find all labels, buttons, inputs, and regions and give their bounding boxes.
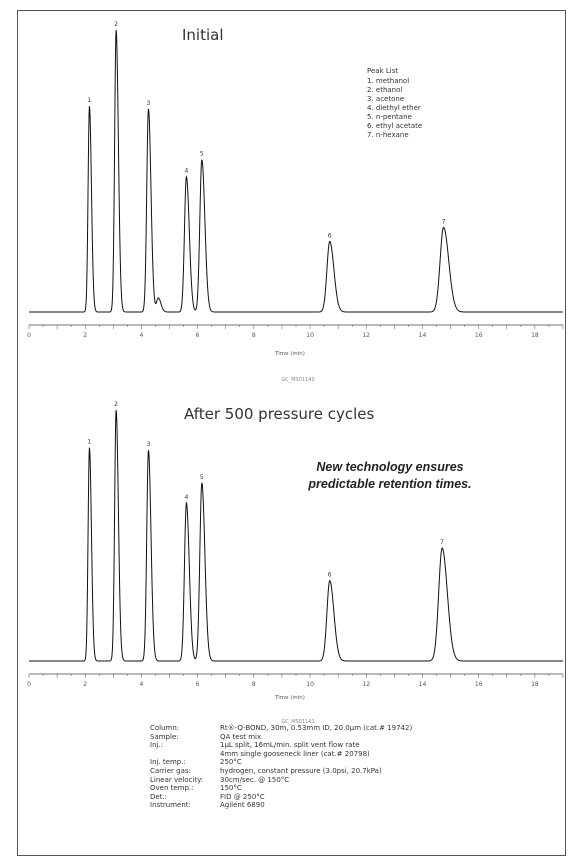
x-tick-label: 0 bbox=[27, 332, 31, 339]
condition-label bbox=[150, 750, 220, 759]
condition-row: Sample: QA test mix bbox=[150, 733, 412, 742]
condition-label: Carrier gas: bbox=[150, 766, 191, 775]
condition-label: Instrument: bbox=[150, 801, 191, 810]
peak-list-item: 1. methanol bbox=[367, 77, 409, 85]
peak-label: 4 bbox=[184, 168, 188, 175]
x-tick-label: 16 bbox=[475, 681, 483, 688]
condition-label: Inj. temp.: bbox=[150, 758, 186, 767]
x-tick-label: 6 bbox=[196, 681, 200, 688]
peak-label: 5 bbox=[200, 474, 204, 481]
figure-code-initial: GC_MS01140 bbox=[281, 377, 314, 383]
x-tick-label: 12 bbox=[362, 681, 370, 688]
peak-list-legend: Peak List 1. methanol 2. ethanol 3. acet… bbox=[367, 67, 422, 139]
peak-label: 7 bbox=[442, 218, 446, 225]
page-frame bbox=[17, 10, 566, 856]
condition-row: Inj.: 1µL split, 16mL/min. split vent flo… bbox=[150, 741, 412, 750]
peak-list-item: 6. ethyl acetate bbox=[367, 122, 422, 130]
condition-row: Det.: FID @ 250°C bbox=[150, 793, 412, 802]
condition-value: 250°C bbox=[220, 758, 242, 767]
condition-value: FID @ 250°C bbox=[220, 792, 265, 801]
x-tick-label: 6 bbox=[196, 332, 200, 339]
condition-row: 4mm single gooseneck liner (cat.# 20798) bbox=[150, 750, 412, 759]
peak-label: 2 bbox=[114, 21, 118, 28]
x-tick-label: 16 bbox=[475, 332, 483, 339]
condition-label: Inj.: bbox=[150, 741, 164, 750]
peak-label: 6 bbox=[328, 233, 332, 240]
condition-value: Agilent 6890 bbox=[220, 801, 265, 810]
promo-callout: New technology ensures predictable reten… bbox=[307, 460, 471, 491]
peak-list-item: 7. n-hexane bbox=[367, 131, 409, 139]
peak-label: 6 bbox=[328, 572, 332, 579]
x-tick-label: 14 bbox=[419, 332, 427, 339]
condition-row: Instrument: Agilent 6890 bbox=[150, 801, 412, 810]
condition-value: 1µL split, 16mL/min. split vent flow rat… bbox=[220, 741, 360, 750]
peak-label: 2 bbox=[114, 401, 118, 408]
peak-label: 1 bbox=[87, 439, 91, 446]
condition-label: Linear velocity: bbox=[150, 775, 204, 784]
condition-value: hydrogen, constant pressure (3.0psi, 20.… bbox=[220, 766, 382, 775]
x-tick-label: 8 bbox=[252, 332, 256, 339]
chart-title-initial: Initial bbox=[182, 26, 224, 44]
peak-list-item: 4. diethyl ether bbox=[367, 104, 421, 112]
chromatogram-trace bbox=[29, 29, 563, 313]
promo-line: New technology ensures bbox=[316, 460, 463, 474]
x-tick-label: 12 bbox=[362, 332, 370, 339]
peak-label: 5 bbox=[200, 151, 204, 158]
condition-value: QA test mix bbox=[220, 732, 262, 741]
condition-row: Inj. temp.: 250°C bbox=[150, 758, 412, 767]
condition-row: Oven temp.: 150°C bbox=[150, 784, 412, 793]
peak-list-title: Peak List bbox=[367, 67, 398, 75]
x-tick-label: 2 bbox=[83, 681, 87, 688]
x-axis-label-after-cycles: Time (min) bbox=[274, 695, 305, 701]
condition-label: Det.: bbox=[150, 792, 168, 801]
x-tick-label: 4 bbox=[139, 332, 143, 339]
condition-label: Column: bbox=[150, 724, 180, 732]
condition-label: Oven temp.: bbox=[150, 784, 194, 793]
condition-value: 150°C bbox=[220, 784, 242, 793]
x-tick-label: 0 bbox=[27, 681, 31, 688]
x-tick-label: 4 bbox=[139, 681, 143, 688]
peak-list-item: 3. acetone bbox=[367, 95, 404, 103]
condition-value: 30cm/sec. @ 150°C bbox=[220, 775, 290, 784]
x-tick-label: 8 bbox=[252, 681, 256, 688]
promo-line: predictable retention times. bbox=[307, 477, 471, 491]
x-tick-label: 10 bbox=[306, 332, 314, 339]
x-tick-label: 18 bbox=[531, 681, 539, 688]
peak-label: 4 bbox=[184, 494, 188, 501]
chart-title-after-cycles: After 500 pressure cycles bbox=[184, 405, 375, 423]
x-tick-label: 10 bbox=[306, 681, 314, 688]
peak-list-item: 5. n-pentane bbox=[367, 113, 412, 121]
condition-value: 4mm single gooseneck liner (cat.# 20798) bbox=[220, 749, 370, 758]
condition-value: Rt®-Q-BOND, 30m, 0.53mm ID, 20.0µm (cat.… bbox=[220, 724, 413, 732]
x-tick-label: 18 bbox=[531, 332, 539, 339]
x-tick-label: 2 bbox=[83, 332, 87, 339]
condition-row: Column: Rt®-Q-BOND, 30m, 0.53mm ID, 20.0µ… bbox=[150, 724, 412, 733]
chromatogram-after-cycles: After 500 pressure cycles Time (min) GC_… bbox=[27, 401, 564, 725]
condition-label: Sample: bbox=[150, 732, 179, 741]
condition-row: Carrier gas: hydrogen, constant pressure … bbox=[150, 767, 412, 776]
peak-label: 3 bbox=[146, 100, 150, 107]
x-axis-label-initial: Time (min) bbox=[274, 351, 305, 357]
chromatogram-trace bbox=[29, 409, 563, 662]
peak-label: 3 bbox=[146, 441, 150, 448]
analysis-conditions: Column: Rt®-Q-BOND, 30m, 0.53mm ID, 20.0µ… bbox=[150, 724, 412, 810]
x-tick-label: 14 bbox=[419, 681, 427, 688]
peak-list-item: 2. ethanol bbox=[367, 86, 402, 94]
condition-row: Linear velocity: 30cm/sec. @ 150°C bbox=[150, 776, 412, 785]
peak-label: 7 bbox=[440, 539, 444, 546]
peak-label: 1 bbox=[87, 97, 91, 104]
figure-code-after-cycles: GC_MS01141 bbox=[281, 719, 314, 725]
